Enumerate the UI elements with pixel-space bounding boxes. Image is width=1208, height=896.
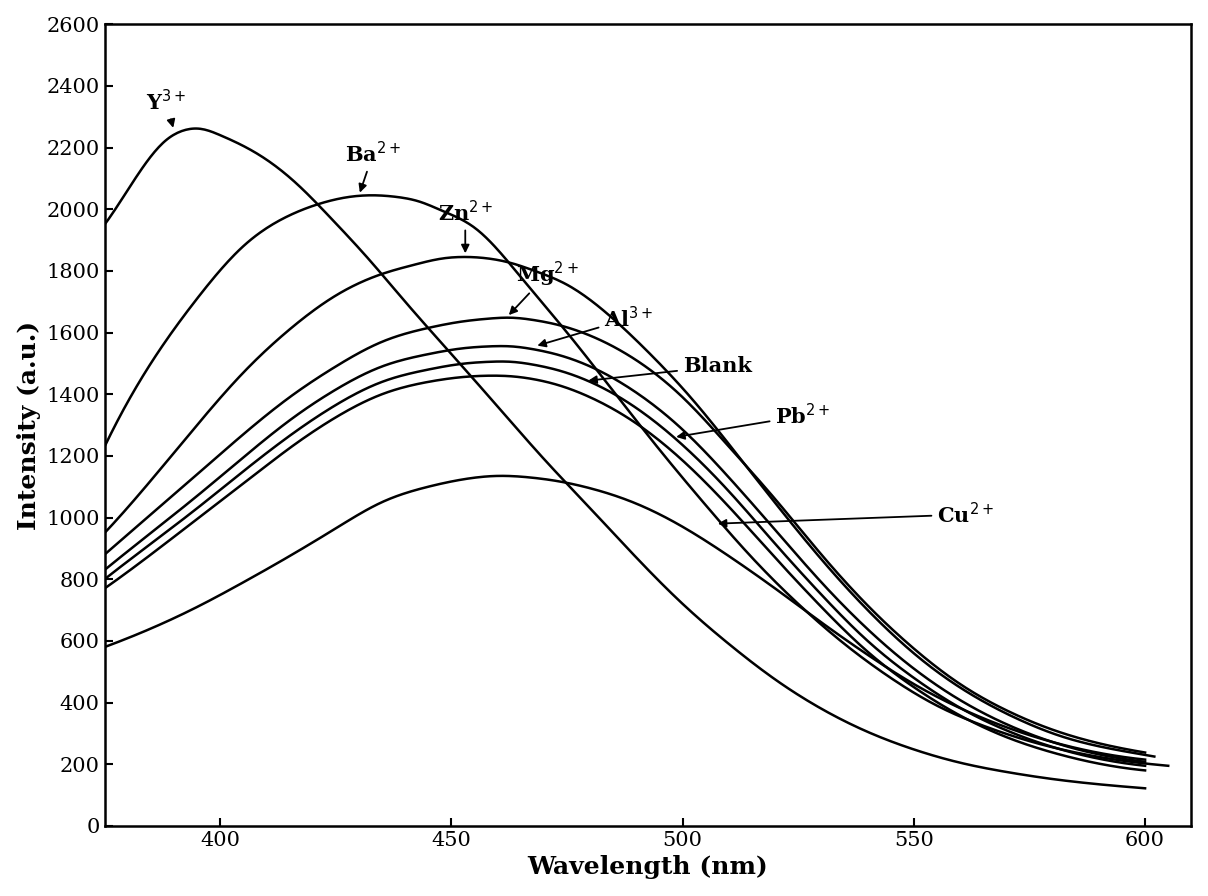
Text: Blank: Blank [591, 357, 751, 383]
Text: Al$^{3+}$: Al$^{3+}$ [539, 306, 654, 347]
Text: Y$^{3+}$: Y$^{3+}$ [146, 89, 186, 126]
Text: Pb$^{2+}$: Pb$^{2+}$ [678, 403, 830, 439]
X-axis label: Wavelength (nm): Wavelength (nm) [528, 856, 768, 879]
Text: Cu$^{2+}$: Cu$^{2+}$ [720, 502, 994, 527]
Y-axis label: Intensity (a.u.): Intensity (a.u.) [17, 321, 41, 530]
Text: Ba$^{2+}$: Ba$^{2+}$ [345, 141, 401, 191]
Text: Mg$^{2+}$: Mg$^{2+}$ [510, 259, 579, 314]
Text: Zn$^{2+}$: Zn$^{2+}$ [437, 200, 493, 251]
